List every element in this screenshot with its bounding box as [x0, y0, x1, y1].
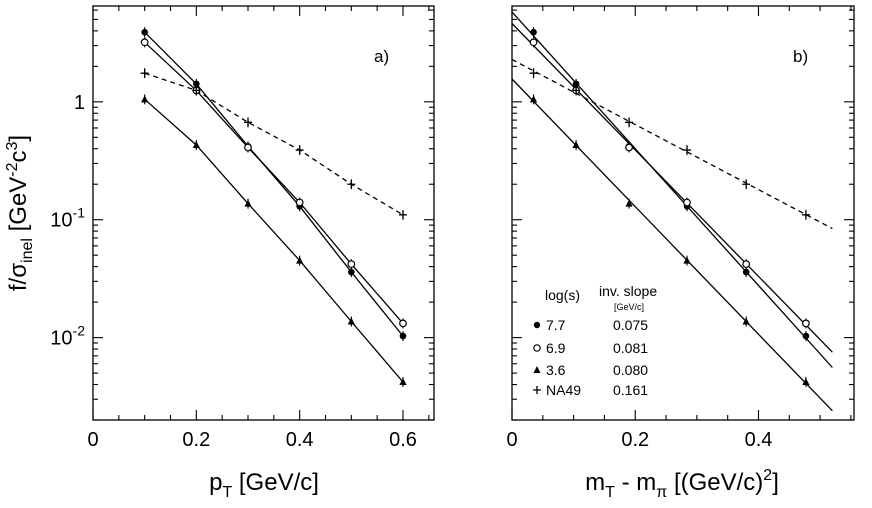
data-point-a-filled-circle	[399, 332, 407, 340]
data-point-a-plus	[347, 180, 356, 189]
panel-a-ticks	[92, 6, 434, 421]
data-point-a-open-circle	[140, 38, 149, 47]
legend-marker-7.7	[533, 321, 541, 329]
data-point-a-filled-triangle	[399, 378, 407, 386]
panel-b-fit-lines	[511, 11, 833, 412]
data-point-a-filled-triangle	[296, 256, 304, 264]
legend-rows: 7.7 0.075 6.9 0.081 3.6 0.080 NA49 0.161	[533, 317, 648, 398]
data-point-b-filled-circle	[572, 80, 580, 88]
a-x-tick-label: 0.4	[286, 429, 314, 451]
data-point-b-plus	[625, 118, 634, 127]
a-y-tick-label: 10-2	[50, 323, 85, 350]
fit-line-b-7.7	[511, 11, 833, 368]
data-point-b-filled-circle	[530, 28, 537, 36]
data-point-b-open-circle	[802, 319, 810, 328]
legend-header-unit: [GeV/c]	[614, 302, 644, 312]
panel-b-ticks	[511, 6, 854, 421]
a-y-tick-label: 10-1	[50, 205, 85, 232]
data-point-b-plus	[529, 69, 538, 78]
legend-slope-NA49: 0.161	[613, 382, 648, 398]
data-point-b-filled-circle	[742, 268, 750, 276]
data-point-b-filled-triangle	[625, 199, 633, 207]
data-point-a-filled-triangle	[347, 317, 355, 325]
data-point-a-plus	[192, 86, 201, 95]
data-point-a-filled-triangle	[141, 95, 149, 103]
x-axis-title-a: pT [GeV/c]	[209, 469, 319, 501]
data-point-a-open-circle	[347, 260, 356, 269]
data-point-a-plus	[140, 69, 149, 78]
data-point-b-plus	[683, 146, 692, 155]
legend-marker-NA49	[533, 386, 541, 394]
data-point-a-plus	[295, 146, 304, 155]
legend-marker-6.9	[533, 344, 541, 352]
data-point-a-filled-circle	[141, 28, 148, 36]
legend-slope-3.6: 0.080	[613, 362, 648, 378]
a-y-tick-label: 1	[74, 92, 85, 114]
fit-line-b-6.9	[511, 23, 833, 353]
y-axis-title: f/σinel [GeV-2c3]	[4, 135, 36, 291]
data-point-b-filled-triangle	[802, 378, 810, 386]
panel-a: 0 0.2 0.4 0.6 1 10-1 10-2 a)	[50, 5, 435, 451]
panel-b-markers	[529, 27, 810, 388]
data-point-a-open-circle	[295, 198, 304, 207]
panel-b-tag: b)	[793, 47, 808, 66]
panel-a-tag: a)	[374, 47, 389, 66]
legend-header-logs: log(s)	[545, 287, 580, 303]
legend-slope-7.7: 0.075	[613, 317, 648, 333]
data-point-b-filled-triangle	[529, 95, 538, 103]
legend-label-7.7: 7.7	[546, 317, 566, 333]
fit-line-b-3.6	[511, 78, 833, 412]
data-point-b-open-circle	[683, 198, 691, 207]
data-point-b-plus	[572, 86, 581, 95]
data-point-b-open-circle	[742, 260, 751, 269]
data-point-b-open-circle	[529, 38, 538, 47]
data-point-b-filled-circle	[802, 332, 810, 340]
data-point-b-plus	[801, 210, 810, 219]
data-point-a-plus	[399, 210, 407, 219]
b-x-tick-label: 0	[506, 429, 517, 451]
data-point-b-filled-triangle	[683, 256, 691, 264]
a-x-tick-label: 0	[87, 429, 98, 451]
data-point-a-filled-circle	[348, 268, 355, 276]
legend: log(s) inv. slope [GeV/c] 7.7 0.075 6.9 0.0…	[533, 283, 657, 398]
a-x-tick-label: 0.2	[182, 429, 210, 451]
panel-b: 0 0.2 0.4 b) log(s) inv. slope [GeV/c] 7.7…	[506, 5, 855, 451]
legend-header-slope: inv. slope	[599, 283, 657, 299]
data-point-a-plus	[244, 118, 252, 127]
legend-marker-3.6	[533, 366, 541, 373]
legend-label-6.9: 6.9	[546, 340, 566, 356]
data-point-a-filled-triangle	[192, 141, 200, 149]
panel-b-frame	[511, 5, 855, 421]
data-point-a-open-circle	[244, 143, 252, 152]
legend-label-3.6: 3.6	[546, 362, 566, 378]
fit-line-a-7.7	[144, 31, 404, 337]
panel-b-x-tick-labels: 0 0.2 0.4	[506, 429, 772, 451]
b-x-tick-label: 0.4	[745, 429, 773, 451]
panel-a-fit-lines	[144, 31, 404, 383]
data-point-b-open-circle	[625, 143, 633, 152]
panel-a-y-tick-labels: 1 10-1 10-2	[50, 92, 85, 350]
data-point-b-filled-triangle	[572, 141, 580, 149]
fit-line-b-NA49	[511, 58, 833, 230]
b-x-tick-label: 0.2	[621, 429, 649, 451]
panel-a-markers	[140, 27, 407, 388]
x-axis-title-b: mT - mπ [(GeV/c)2]	[585, 467, 779, 501]
data-point-a-filled-triangle	[244, 199, 252, 207]
fit-line-a-6.9	[144, 41, 404, 324]
legend-slope-6.9: 0.081	[613, 340, 648, 356]
legend-label-NA49: NA49	[546, 382, 581, 398]
fit-line-a-3.6	[144, 98, 404, 383]
fit-line-a-NA49	[144, 72, 404, 216]
data-point-a-open-circle	[399, 319, 407, 328]
data-point-a-filled-circle	[193, 80, 200, 88]
panel-a-x-tick-labels: 0 0.2 0.4 0.6	[87, 429, 416, 451]
a-x-tick-label: 0.6	[389, 429, 417, 451]
panel-a-frame	[92, 5, 435, 421]
data-point-b-filled-triangle	[742, 317, 750, 325]
data-point-b-plus	[742, 180, 751, 189]
